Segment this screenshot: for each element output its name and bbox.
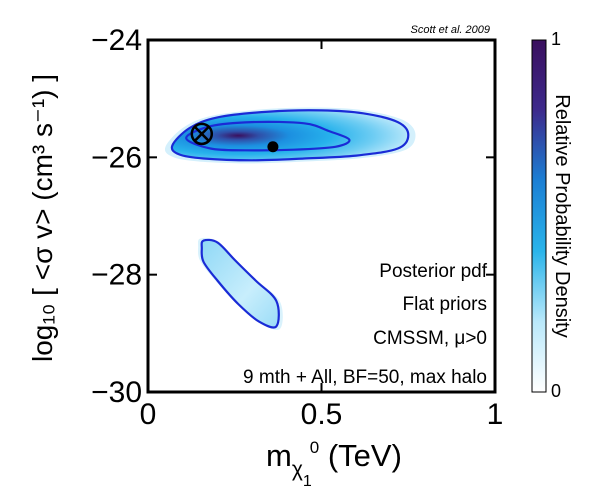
colorbar-title: Relative Probability Density [551,94,573,337]
lower-region-density [201,239,279,328]
y-tick-label: −30 [91,376,142,409]
svg-text:mχ10 (TeV): mχ1 0 (TeV) [266,438,402,490]
best-fit-point-marker [190,122,214,146]
x-axis-label-sub: χ [292,458,303,481]
tick-labels-layer: 0 0.5 1 −24 −26 −28 −30 [91,24,503,431]
annotation-line: Flat priors [403,294,487,315]
colorbar: 1 0 Relative Probability Density [531,29,573,401]
x-axis-label-unit: (TeV) [319,438,402,473]
plot-area [148,40,495,392]
posterior-mean-marker [267,141,279,153]
ticks-layer [147,39,496,393]
lower-outer-contour [200,238,280,329]
x-axis-label-sub2: 1 [303,473,312,490]
x-tick-label: 0 [140,398,157,431]
y-axis-label: log₁₀ [ <σ v> (cm³ s⁻¹) ] [27,74,58,362]
upper-outer-contour [170,109,410,162]
x-tick-label: 0.5 [301,398,343,431]
x-axis-label-main: m [266,438,292,473]
credit-text: Scott et al. 2009 [411,24,491,36]
annotation-layer: Posterior pdf Flat priors CMSSM, μ>0 9 mth … [243,261,488,388]
x-axis-label-sup: 0 [310,438,319,457]
x-axis-label: mχ1 0 (TeV) [266,438,402,490]
colorbar-max-label: 1 [551,29,561,49]
colorbar-min-label: 0 [551,381,561,401]
colorbar-gradient [531,39,547,393]
annotation-line: CMSSM, μ>0 [373,328,487,349]
annotation-line: 9 mth + All, BF=50, max halo [243,367,487,388]
x-tick-label: 1 [487,398,504,431]
upper-inner-contour [185,120,351,152]
annotation-line: Posterior pdf [379,261,487,282]
marker-layer [190,122,279,153]
contour-layer [170,109,410,329]
y-tick-label: −28 [91,259,142,292]
y-tick-label: −26 [91,141,142,174]
y-tick-label: −24 [91,24,142,57]
